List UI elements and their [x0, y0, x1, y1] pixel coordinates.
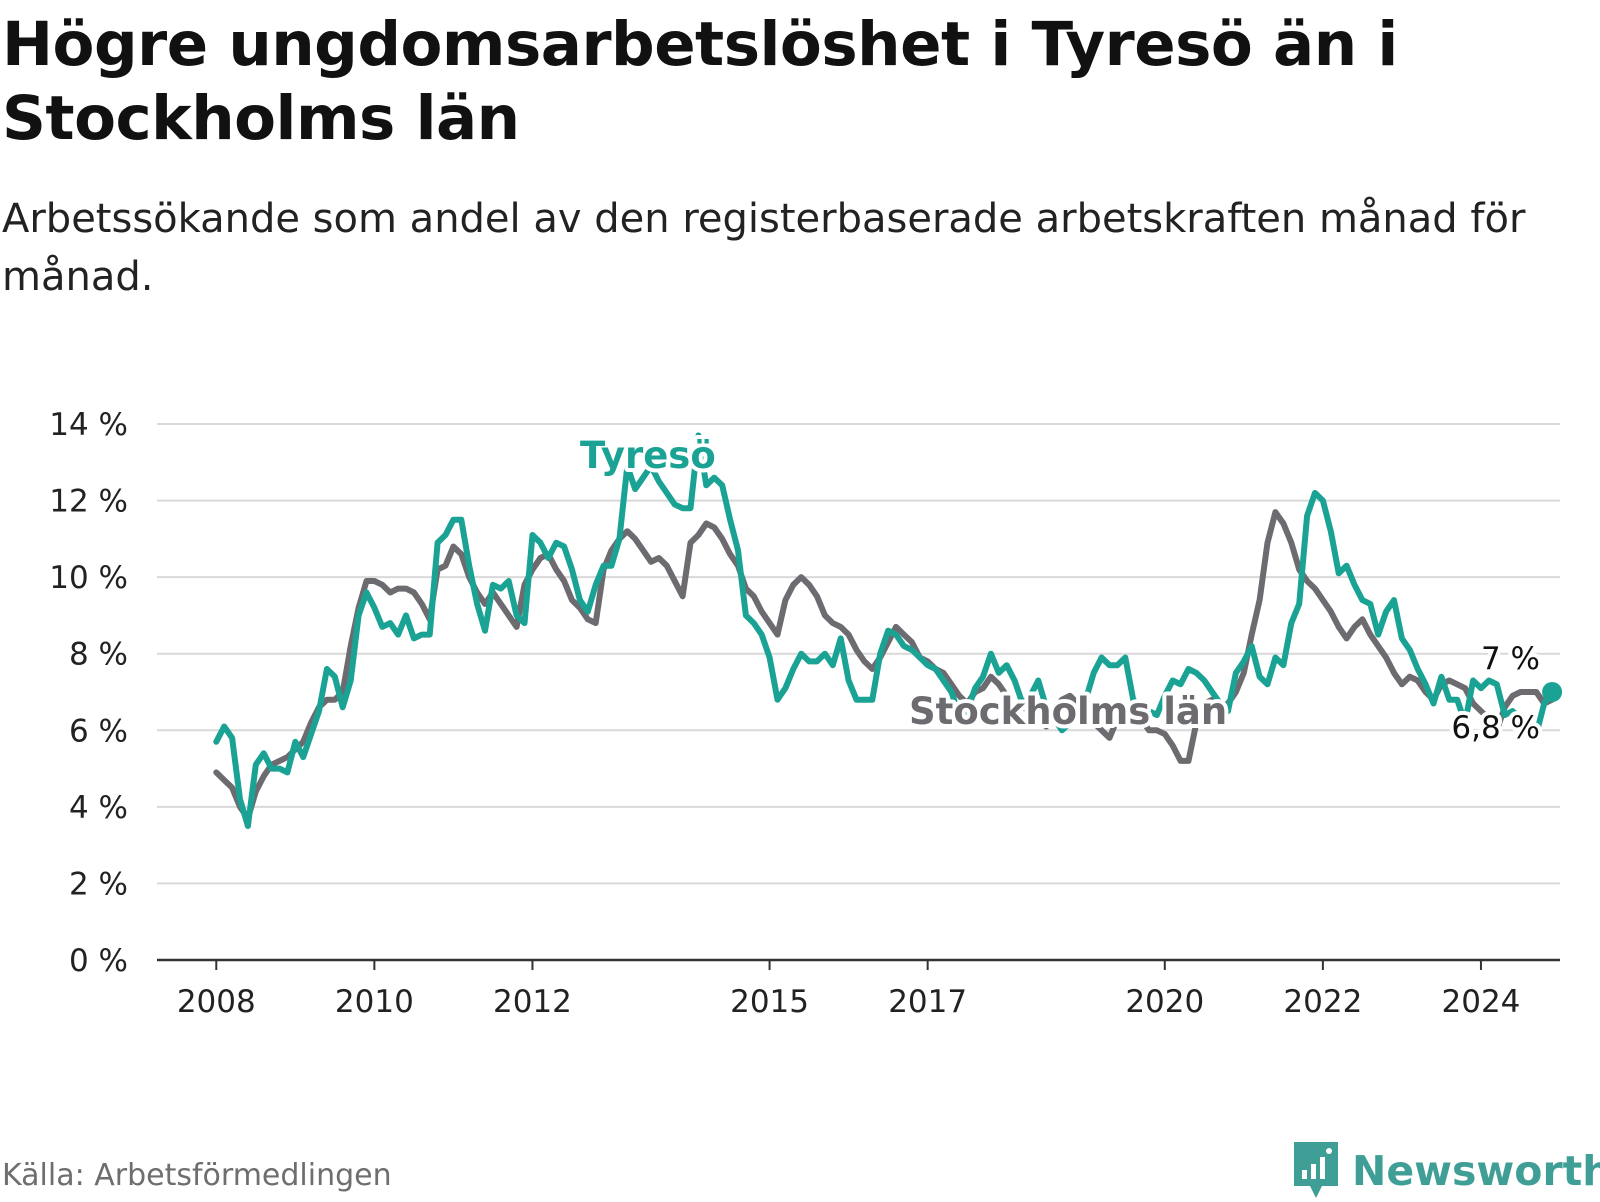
y-tick-label: 10 % [49, 560, 128, 596]
y-tick-label: 12 % [49, 484, 128, 520]
brand-name: Newsworthy [1352, 1147, 1600, 1195]
y-tick-label: 14 % [49, 407, 128, 443]
series-line-tyreso [213, 432, 1556, 829]
series-labels: Tyresö Stockholms län 7 % 6,8 % [576, 430, 1544, 750]
series-label-stockholms-lan: Stockholms län [909, 690, 1227, 733]
series-label-tyreso: Tyresö [580, 434, 716, 477]
series-lines [213, 432, 1563, 829]
source-note: Källa: Arbetsförmedlingen [2, 1158, 392, 1193]
y-tick-label: 6 % [69, 713, 128, 749]
y-axis-ticks: 0 % 2 % 4 % 6 % 8 % 10 % 12 % 14 % [49, 407, 128, 979]
x-tick-label: 2008 [177, 984, 256, 1020]
x-tick-label: 2017 [888, 984, 967, 1020]
x-tick-label: 2010 [335, 984, 414, 1020]
y-tick-label: 8 % [69, 637, 128, 673]
end-value-stockholms-lan: 6,8 % [1451, 710, 1540, 746]
x-tick-label: 2012 [493, 984, 572, 1020]
gridlines [157, 423, 1560, 885]
chart-subtitle: Arbetssökande som andel av den registerb… [2, 196, 1526, 300]
x-tick-label: 2015 [730, 984, 809, 1020]
x-axis-ticks: 2008 2010 2012 2015 2017 2020 2022 2024 [157, 958, 1560, 1020]
series-end-dot-tyreso [1542, 682, 1563, 702]
x-tick-label: 2020 [1125, 984, 1204, 1020]
newsworthy-logo-icon [1294, 1142, 1338, 1198]
y-tick-label: 2 % [69, 866, 128, 902]
end-value-tyreso: 7 % [1481, 641, 1540, 677]
brand[interactable]: Newsworthy [1292, 1140, 1600, 1202]
series-line-stockholms-lan [213, 509, 1556, 822]
x-tick-label: 2022 [1283, 984, 1362, 1020]
y-tick-label: 4 % [69, 790, 128, 826]
chart-title: Högre ungdomsarbetslöshet i Tyresö än i … [2, 9, 1398, 154]
y-tick-label: 0 % [69, 943, 128, 979]
x-tick-label: 2024 [1442, 984, 1521, 1020]
